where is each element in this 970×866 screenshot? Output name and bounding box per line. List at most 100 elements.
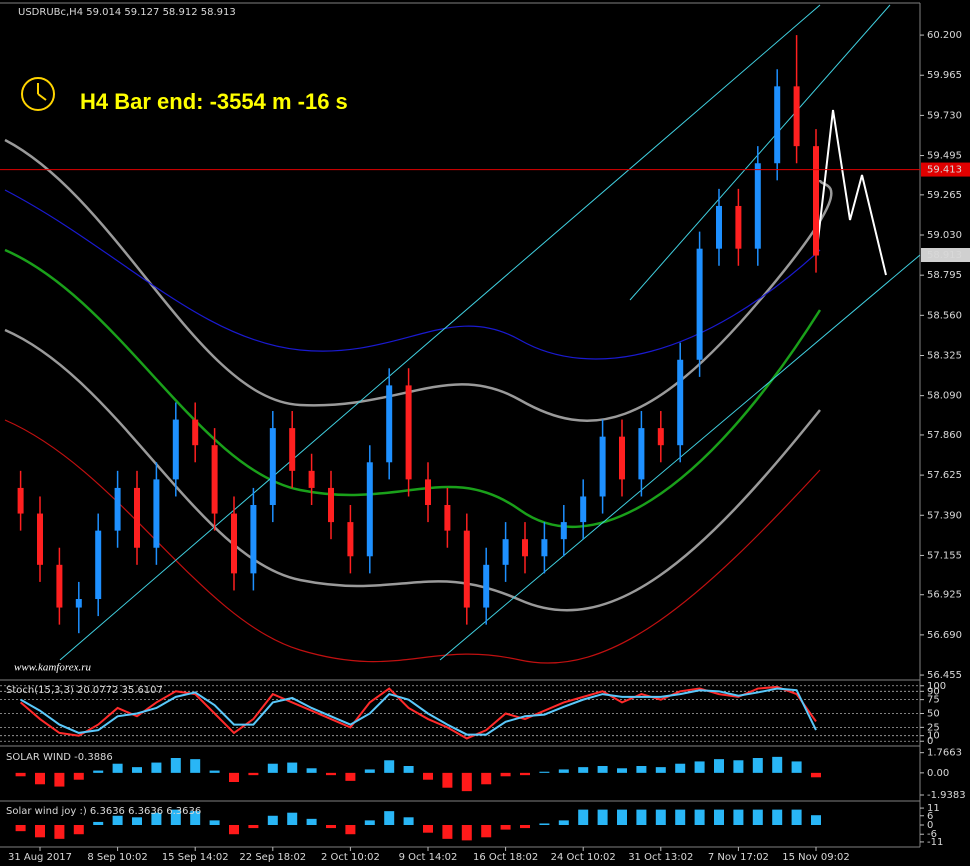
candle-body <box>677 359 684 446</box>
hist-bar <box>73 825 84 835</box>
hist-bar <box>461 825 472 841</box>
hist-bar <box>132 817 142 825</box>
candle-body <box>386 385 393 463</box>
line <box>19 685 817 740</box>
candle-body <box>619 436 625 480</box>
candle-body <box>192 419 199 446</box>
y-tick-label: -6 <box>927 829 937 840</box>
hist-bar <box>811 815 821 825</box>
candle-body <box>172 419 179 480</box>
y-tick-label: 57.155 <box>927 550 962 561</box>
hist-bar <box>151 762 162 773</box>
hist-bar <box>578 767 589 773</box>
hist-bar <box>636 809 647 825</box>
candle-body <box>483 564 490 608</box>
x-tick-label: 7 Nov 17:02 <box>708 852 769 863</box>
candle-body <box>250 505 257 574</box>
hist-bar <box>655 767 666 773</box>
y-tick-label: 60.200 <box>927 30 962 41</box>
hist-bar <box>772 756 783 773</box>
candle-body <box>269 428 276 506</box>
hist-bar <box>481 772 492 785</box>
hist-bar <box>617 809 627 825</box>
hist-bar <box>500 825 511 830</box>
hist-bar <box>539 771 550 773</box>
hist-bar <box>112 763 123 773</box>
hist-bar <box>423 772 433 780</box>
y-tick-label: 56.690 <box>927 630 962 641</box>
y-tick-label: 59.030 <box>927 230 962 241</box>
candle-body <box>37 513 43 565</box>
candle-body <box>114 487 121 531</box>
x-tick-label: 31 Aug 2017 <box>8 852 72 863</box>
y-tick-label: 90 <box>927 686 940 697</box>
candle-body <box>754 163 761 249</box>
y-tick-label: 58.560 <box>927 310 962 321</box>
candle-body <box>657 428 664 446</box>
hist-bar <box>675 809 686 825</box>
y-tick-label: 25 <box>927 722 940 733</box>
hist-bar <box>694 809 705 825</box>
hist-bar <box>520 825 530 829</box>
hist-bar <box>617 768 627 773</box>
frame <box>0 2 921 848</box>
hist-bar <box>267 815 278 825</box>
hist-bar <box>558 769 569 773</box>
y-tick-label: 59.265 <box>927 190 962 201</box>
candle-body <box>502 539 509 565</box>
candle-body <box>696 248 703 360</box>
y-tick-label: 57.390 <box>927 510 962 521</box>
y-tick-label: 58.090 <box>927 391 962 402</box>
hist-bar <box>364 769 375 773</box>
x-tick-label: 22 Sep 18:02 <box>239 852 306 863</box>
hist-bar <box>558 820 569 825</box>
candle-body <box>95 530 102 599</box>
candle-body <box>599 436 606 497</box>
hist-bar <box>403 817 414 825</box>
hist-bar <box>423 825 433 833</box>
candle-body <box>153 479 160 548</box>
candle-body <box>793 86 800 147</box>
candle-body <box>813 146 819 256</box>
hist-bar <box>384 760 395 773</box>
hist-bar <box>73 772 84 780</box>
hist-bar <box>364 820 375 825</box>
candle-body <box>17 487 24 514</box>
candle-body <box>522 539 528 557</box>
hist-bar <box>93 821 104 825</box>
x-tick-label: 16 Oct 18:02 <box>473 852 538 863</box>
y-tick-label: -11 <box>927 837 943 848</box>
y-tick-label: 6 <box>927 811 933 822</box>
hist-bar <box>520 772 530 776</box>
y-tick-label: 56.455 <box>927 670 962 681</box>
hist-bar <box>597 809 608 825</box>
hist-bar <box>306 818 317 825</box>
hist-bar <box>791 761 802 773</box>
hist-bar <box>209 820 220 825</box>
hist-bar <box>54 825 65 839</box>
hist-bar <box>733 760 744 773</box>
hist-bar <box>403 766 414 773</box>
hist-bar <box>54 772 65 787</box>
watermark: www.kamforex.ru <box>14 662 91 674</box>
hist-bar <box>733 809 744 825</box>
candle-body <box>56 564 63 608</box>
hist-bar <box>287 812 298 825</box>
y-tick-label: 59.965 <box>927 70 962 81</box>
hist-bar <box>229 825 239 835</box>
y-tick-label: 11 <box>927 803 940 814</box>
hist-bar <box>170 809 181 825</box>
candle-body <box>211 445 218 514</box>
hist-bar <box>112 815 123 825</box>
candle-body <box>774 86 781 164</box>
price-box <box>921 162 970 177</box>
h-line-label: 59.413 <box>927 165 962 176</box>
price-label: 58.913 <box>927 250 962 261</box>
panel-title: SOLAR WIND -0.3886 <box>6 752 113 763</box>
hist-bar <box>442 825 453 839</box>
candle-body <box>75 599 82 608</box>
hist-bar <box>190 811 201 825</box>
chart-title: USDRUBc,H4 59.014 59.127 58.912 58.913 <box>18 7 236 18</box>
candle-body <box>231 513 237 574</box>
